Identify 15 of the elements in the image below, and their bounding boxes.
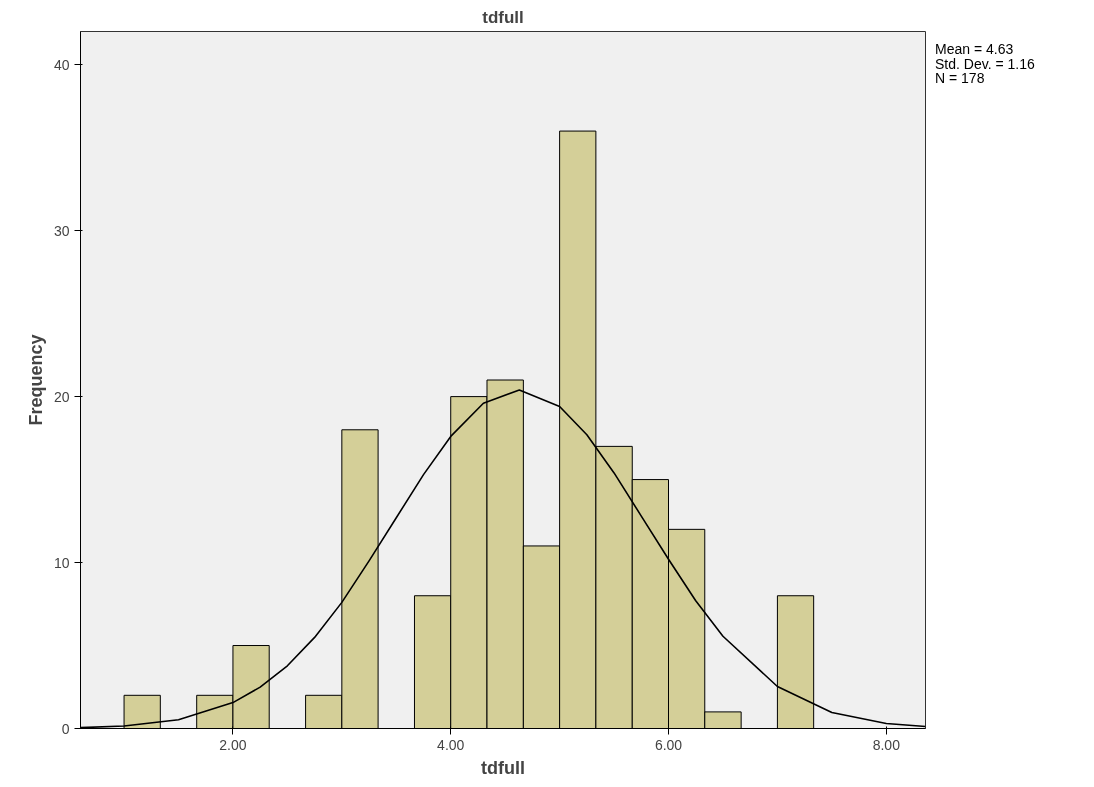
x-tick-label: 4.00 bbox=[437, 736, 465, 753]
y-tick-label: 40 bbox=[53, 56, 70, 73]
x-tick-label: 6.00 bbox=[654, 736, 683, 753]
y-tick-label: 30 bbox=[53, 222, 70, 239]
y-axis-title: Frequency bbox=[25, 334, 46, 426]
text: N = 178 bbox=[935, 70, 985, 87]
x-tick-label: 8.00 bbox=[872, 736, 901, 753]
y-tick-label: 20 bbox=[53, 388, 70, 405]
text: Std. Dev. = 1.16 bbox=[935, 55, 1035, 72]
x-tick-label: 2.00 bbox=[219, 736, 247, 753]
y-tick-label: 10 bbox=[53, 554, 70, 571]
x-axis-title: tdfull bbox=[481, 757, 525, 778]
text: Mean = 4.63 bbox=[935, 41, 1014, 57]
y-tick-label: 0 bbox=[61, 720, 70, 737]
chart-title: tdfull bbox=[482, 7, 524, 27]
